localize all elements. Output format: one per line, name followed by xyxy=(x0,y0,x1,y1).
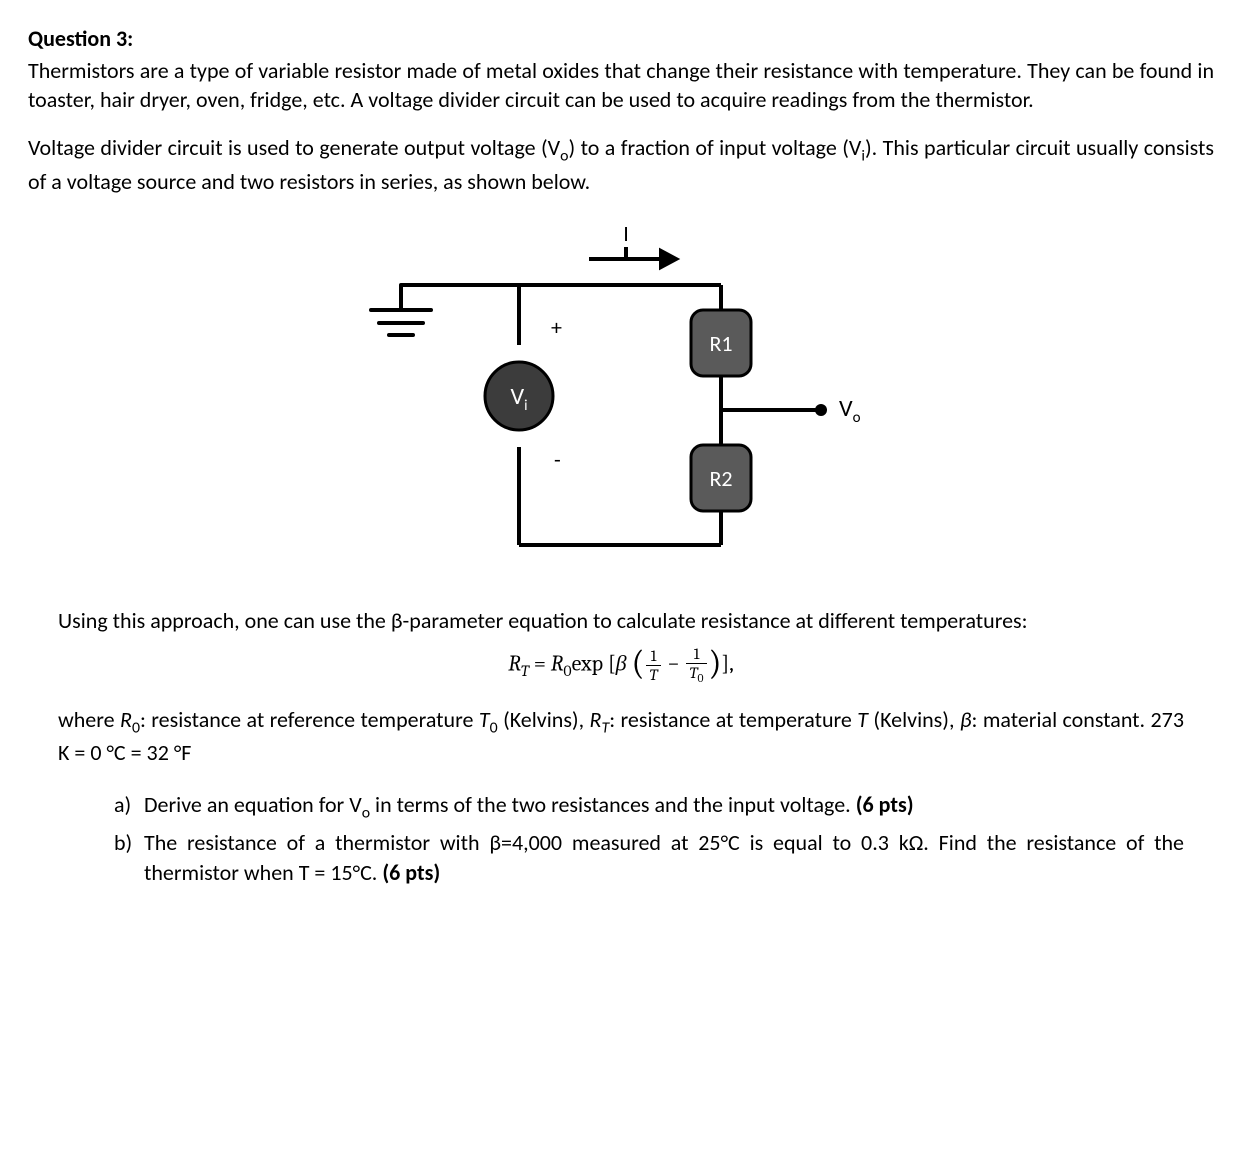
part-b: b)The resistance of a thermistor with β=… xyxy=(58,828,1184,887)
circuit-diagram: I Vi + - R1 R2 Vo xyxy=(28,215,1214,583)
part-b-label: b) xyxy=(114,828,144,858)
plus-sign: + xyxy=(551,314,562,341)
r2-label: R2 xyxy=(709,465,732,492)
minus-sign: - xyxy=(554,446,561,473)
r1-label: R1 xyxy=(709,330,732,357)
p2-pre: Voltage divider circuit is used to gener… xyxy=(28,134,560,161)
beta-equation: RT = R0exp [β (1T − 1T0)], xyxy=(58,646,1184,685)
part-a: a)Derive an equation for Vo in terms of … xyxy=(58,790,1184,824)
intro-paragraph-1: Thermistors are a type of variable resis… xyxy=(28,56,1214,115)
part-a-label: a) xyxy=(114,790,144,820)
question-title: Question 3: xyxy=(28,24,1214,54)
where-clause: where R0: resistance at reference temper… xyxy=(58,705,1184,768)
intro-paragraph-2: Voltage divider circuit is used to gener… xyxy=(28,133,1214,196)
p2-mid: ) to a fraction of input voltage (V xyxy=(569,134,862,161)
current-label: I xyxy=(623,220,629,247)
p2-sub-o: o xyxy=(560,146,568,165)
beta-intro: Using this approach, one can use the β-p… xyxy=(58,606,1184,636)
vo-label: Vo xyxy=(839,394,861,427)
